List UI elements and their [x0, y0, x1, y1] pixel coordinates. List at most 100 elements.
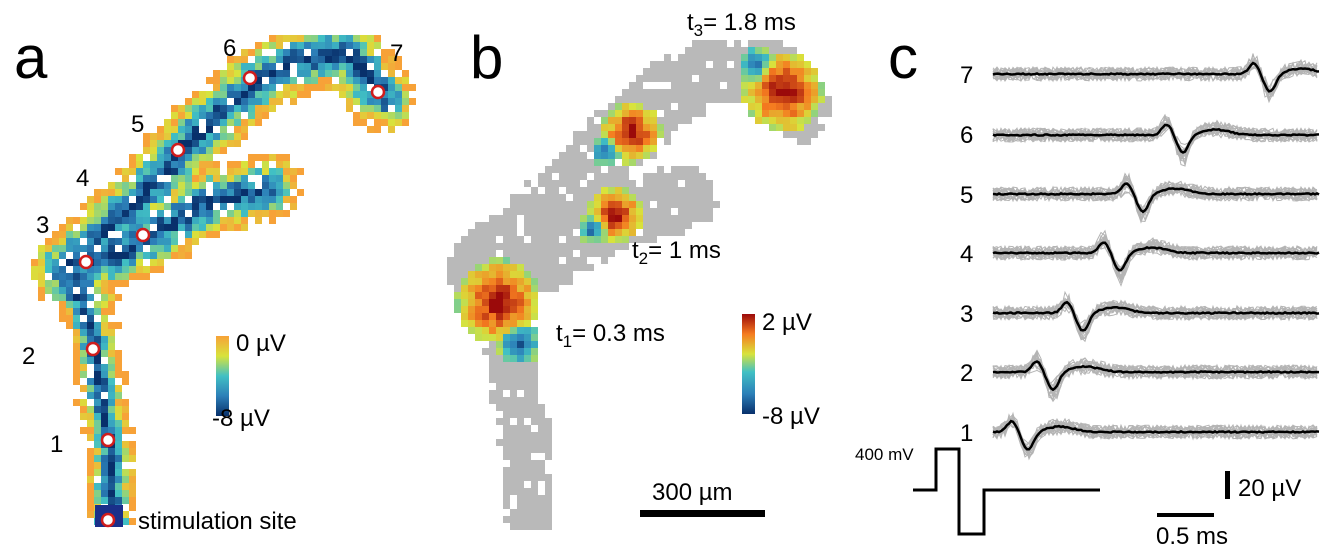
heatmap-b-pixel: [615, 145, 622, 152]
heatmap-a-pixel: [185, 231, 192, 238]
heatmap-a-pixel: [38, 259, 45, 266]
heatmap-b-pixel: [762, 75, 769, 82]
heatmap-a-pixel: [101, 189, 108, 196]
heatmap-b-pixel: [776, 68, 783, 75]
heatmap-b-pixel: [594, 194, 601, 201]
heatmap-b-mask-pixel: [503, 446, 510, 453]
heatmap-b-mask-pixel: [531, 488, 538, 495]
heatmap-b-pixel: [650, 138, 657, 145]
heatmap-a-pixel: [276, 98, 283, 105]
heatmap-b-mask-pixel: [671, 124, 678, 131]
heatmap-a-pixel: [157, 245, 164, 252]
heatmap-a-pixel: [346, 98, 353, 105]
heatmap-a-pixel: [129, 448, 136, 455]
heatmap-b-mask-pixel: [503, 432, 510, 439]
heatmap-b-mask-pixel: [601, 173, 608, 180]
heatmap-a-pixel: [213, 182, 220, 189]
heatmap-a-pixel: [346, 56, 353, 63]
heatmap-a-pixel: [192, 168, 199, 175]
heatmap-b-mask-pixel: [510, 376, 517, 383]
heatmap-b-pixel: [783, 117, 790, 124]
heatmap-a-pixel: [73, 266, 80, 273]
heatmap-b-pixel: [783, 124, 790, 131]
heatmap-b-pixel: [524, 292, 531, 299]
heatmap-a-pixel: [94, 462, 101, 469]
heatmap-b-pixel: [629, 159, 636, 166]
heatmap-b-mask-pixel: [552, 159, 559, 166]
heatmap-b-pixel: [762, 47, 769, 54]
heatmap-a-pixel: [234, 112, 241, 119]
heatmap-b-pixel: [636, 117, 643, 124]
heatmap-a-pixel: [192, 238, 199, 245]
heatmap-b-pixel: [503, 278, 510, 285]
heatmap-a-pixel: [73, 280, 80, 287]
heatmap-b-mask-pixel: [531, 362, 538, 369]
heatmap-b-mask-pixel: [538, 432, 545, 439]
heatmap-a-pixel: [87, 315, 94, 322]
heatmap-b-mask-pixel: [727, 47, 734, 54]
heatmap-a-pixel: [73, 322, 80, 329]
heatmap-b-mask-pixel: [524, 446, 531, 453]
heatmap-b-mask-pixel: [566, 250, 573, 257]
heatmap-a-pixel: [94, 427, 101, 434]
heatmap-a-pixel: [171, 238, 178, 245]
heatmap-a-pixel: [402, 119, 409, 126]
heatmap-b-pixel: [643, 110, 650, 117]
heatmap-b-mask-pixel: [657, 180, 664, 187]
heatmap-b-pixel: [468, 306, 475, 313]
heatmap-b-pixel: [622, 229, 629, 236]
heatmap-a-pixel: [129, 238, 136, 245]
heatmap-b-mask-pixel: [692, 54, 699, 61]
heatmap-b-mask-pixel: [734, 47, 741, 54]
heatmap-a-pixel: [192, 154, 199, 161]
heatmap-b-pixel: [629, 222, 636, 229]
heatmap-b-pixel: [811, 82, 818, 89]
heatmap-a-pixel: [143, 140, 150, 147]
heatmap-b-pixel: [636, 110, 643, 117]
heatmap-a-pixel: [136, 161, 143, 168]
heatmap-a-pixel: [227, 119, 234, 126]
heatmap-b-pixel: [475, 264, 482, 271]
heatmap-b-mask-pixel: [517, 397, 524, 404]
heatmap-a-pixel: [381, 77, 388, 84]
heatmap-a-pixel: [157, 217, 164, 224]
heatmap-b-mask-pixel: [538, 180, 545, 187]
heatmap-b-mask-pixel: [580, 166, 587, 173]
heatmap-a-pixel: [108, 385, 115, 392]
heatmap-b-pixel: [797, 75, 804, 82]
heatmap-a-pixel: [304, 91, 311, 98]
heatmap-b-pixel: [762, 117, 769, 124]
heatmap-b-mask-pixel: [601, 243, 608, 250]
heatmap-a-pixel: [290, 77, 297, 84]
heatmap-a-pixel: [94, 406, 101, 413]
heatmap-a-pixel: [220, 91, 227, 98]
heatmap-a-pixel: [94, 378, 101, 385]
heatmap-b-mask-pixel: [699, 187, 706, 194]
heatmap-b-pixel: [510, 285, 517, 292]
heatmap-a-pixel: [220, 77, 227, 84]
heatmap-a-pixel: [108, 462, 115, 469]
heatmap-b-mask-pixel: [545, 257, 552, 264]
heatmap-b-mask-pixel: [692, 40, 699, 47]
heatmap-b-mask-pixel: [657, 61, 664, 68]
heatmap-a-pixel: [101, 217, 108, 224]
heatmap-b-mask-pixel: [629, 96, 636, 103]
heatmap-b-pixel: [755, 103, 762, 110]
heatmap-b-mask-pixel: [650, 61, 657, 68]
heatmap-a-pixel: [192, 196, 199, 203]
heatmap-b-mask-pixel: [503, 453, 510, 460]
heatmap-a-pixel: [206, 203, 213, 210]
heatmap-b-mask-pixel: [545, 215, 552, 222]
heatmap-a-pixel: [115, 294, 122, 301]
heatmap-a-pixel: [367, 77, 374, 84]
trace-label-2: 2: [960, 360, 973, 387]
heatmap-a-pixel: [87, 413, 94, 420]
trace-label-6: 6: [960, 122, 973, 149]
heatmap-b-pixel: [524, 334, 531, 341]
heatmap-a-pixel: [276, 49, 283, 56]
heatmap-a-pixel: [101, 294, 108, 301]
heatmap-b-pixel: [615, 222, 622, 229]
heatmap-b-pixel: [601, 187, 608, 194]
heatmap-b-pixel: [524, 355, 531, 362]
heatmap-b-mask-pixel: [706, 215, 713, 222]
